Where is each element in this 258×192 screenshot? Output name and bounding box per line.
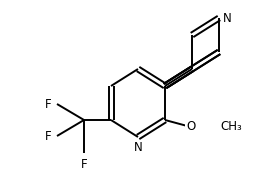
Text: F: F [45, 98, 52, 111]
Text: F: F [81, 158, 87, 171]
Text: N: N [223, 12, 232, 25]
Text: F: F [45, 129, 52, 142]
Text: CH₃: CH₃ [220, 121, 242, 133]
Text: N: N [134, 141, 142, 154]
Text: O: O [186, 121, 196, 133]
